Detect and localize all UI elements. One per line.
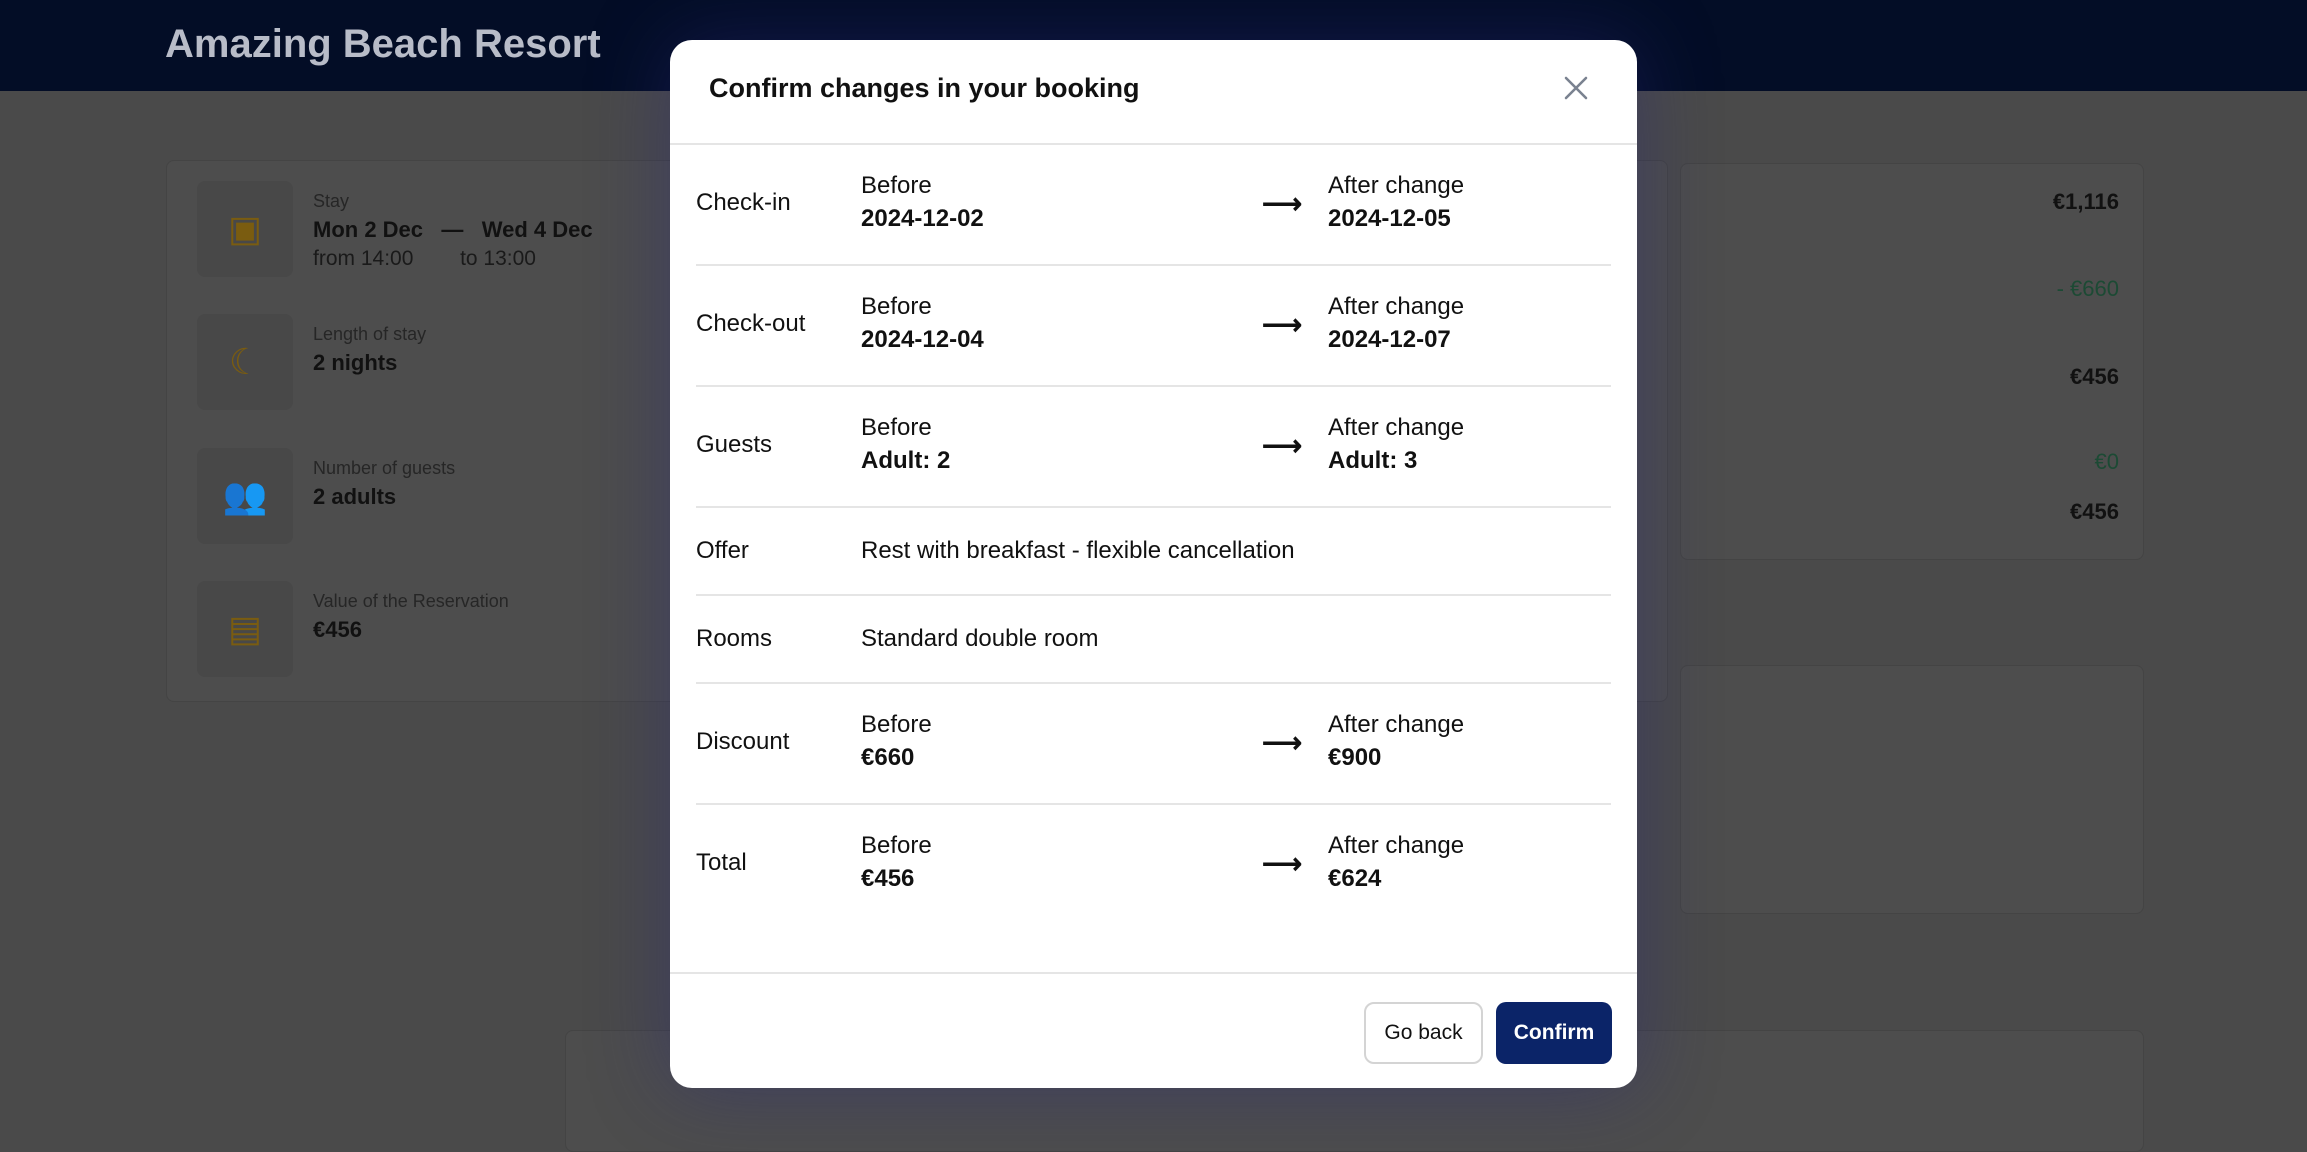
summary-amount: €456 (2070, 364, 2119, 389)
summary-subtotal: €1,116 (2052, 189, 2119, 214)
after-value: After change €900 (1328, 711, 1465, 771)
value-value: €456 (313, 617, 362, 642)
dialog-footer: Go back Confirm (670, 972, 1637, 1064)
change-row-guests: Guests Before Adult: 2 ⟶ After change Adul… (696, 387, 1611, 508)
money-icon: ▤ (197, 581, 293, 677)
value-label: Value of the Reservation (313, 591, 509, 611)
row-label: Rooms (696, 625, 773, 652)
before-value: Before 2024-12-02 (861, 172, 984, 232)
summary-total: €456 (2070, 499, 2119, 524)
row-label: Offer (696, 537, 749, 564)
brand-title: Amazing Beach Resort (165, 22, 601, 66)
row-label: Total (696, 849, 747, 876)
row-label: Guests (696, 431, 773, 458)
guests-label: Number of guests (313, 458, 456, 478)
info-row-rooms: Rooms Standard double room (696, 596, 1611, 684)
stay-dates: Mon 2 Dec — Wed 4 Dec (313, 217, 593, 243)
after-value: After change 2024-12-07 (1328, 293, 1465, 353)
row-label: Discount (696, 728, 790, 755)
row-label: Check-out (696, 310, 806, 337)
stay-from-time: from 14:00 (313, 247, 414, 270)
arrow-right-icon: ⟶ (1262, 188, 1303, 219)
arrow-right-icon: ⟶ (1262, 430, 1303, 461)
stay-label: Stay (313, 191, 350, 211)
offer-value: Rest with breakfast - flexible cancellat… (861, 537, 1295, 564)
moon-icon: ☾ (197, 314, 293, 410)
arrow-right-icon: ⟶ (1262, 848, 1303, 879)
price-summary-card: €1,116 - €660 €456 €0 €456 (1680, 163, 2144, 560)
calendar-icon: ▣ (197, 181, 293, 277)
stay-to: Wed 4 Dec (481, 217, 593, 242)
arrow-right-icon: ⟶ (1262, 309, 1303, 340)
secondary-card (1680, 665, 2144, 914)
change-row-total: Total Before €456 ⟶ After change €624 (696, 805, 1611, 924)
arrow-right-icon: ⟶ (1262, 727, 1303, 758)
rooms-value: Standard double room (861, 625, 1099, 652)
after-value: After change 2024-12-05 (1328, 172, 1465, 232)
length-value: 2 nights (313, 350, 398, 375)
before-value: Before €660 (861, 711, 932, 771)
before-value: Before Adult: 2 (861, 414, 951, 474)
summary-fee: €0 (2094, 449, 2119, 474)
change-row-discount: Discount Before €660 ⟶ After change €900 (696, 684, 1611, 805)
stay-dash: — (441, 217, 464, 242)
stay-times: from 14:00 to 13:00 (313, 247, 536, 271)
people-icon: 👥 (197, 448, 293, 544)
change-row-check-out: Check-out Before 2024-12-04 ⟶ After chang… (696, 266, 1611, 387)
dialog-header: Confirm changes in your booking (670, 40, 1637, 145)
after-value: After change Adult: 3 (1328, 414, 1465, 474)
info-row-offer: Offer Rest with breakfast - flexible can… (696, 508, 1611, 596)
guests-value: 2 adults (313, 484, 397, 509)
confirm-changes-dialog: Confirm changes in your booking Check-in… (670, 40, 1637, 1088)
row-label: Check-in (696, 189, 791, 216)
before-value: Before 2024-12-04 (861, 293, 984, 353)
dialog-title: Confirm changes in your booking (709, 73, 1140, 103)
before-value: Before €456 (861, 832, 932, 892)
confirm-button[interactable]: Confirm (1496, 1002, 1612, 1064)
stay-to-time: to 13:00 (460, 247, 536, 270)
after-value: After change €624 (1328, 832, 1465, 892)
close-icon[interactable] (1558, 70, 1594, 106)
length-label: Length of stay (313, 324, 427, 344)
stay-from: Mon 2 Dec (313, 217, 424, 242)
changes-list: Check-in Before 2024-12-02 ⟶ After change… (696, 145, 1611, 924)
summary-discount: - €660 (2056, 276, 2119, 301)
change-row-check-in: Check-in Before 2024-12-02 ⟶ After change… (696, 145, 1611, 266)
go-back-button[interactable]: Go back (1364, 1002, 1483, 1064)
